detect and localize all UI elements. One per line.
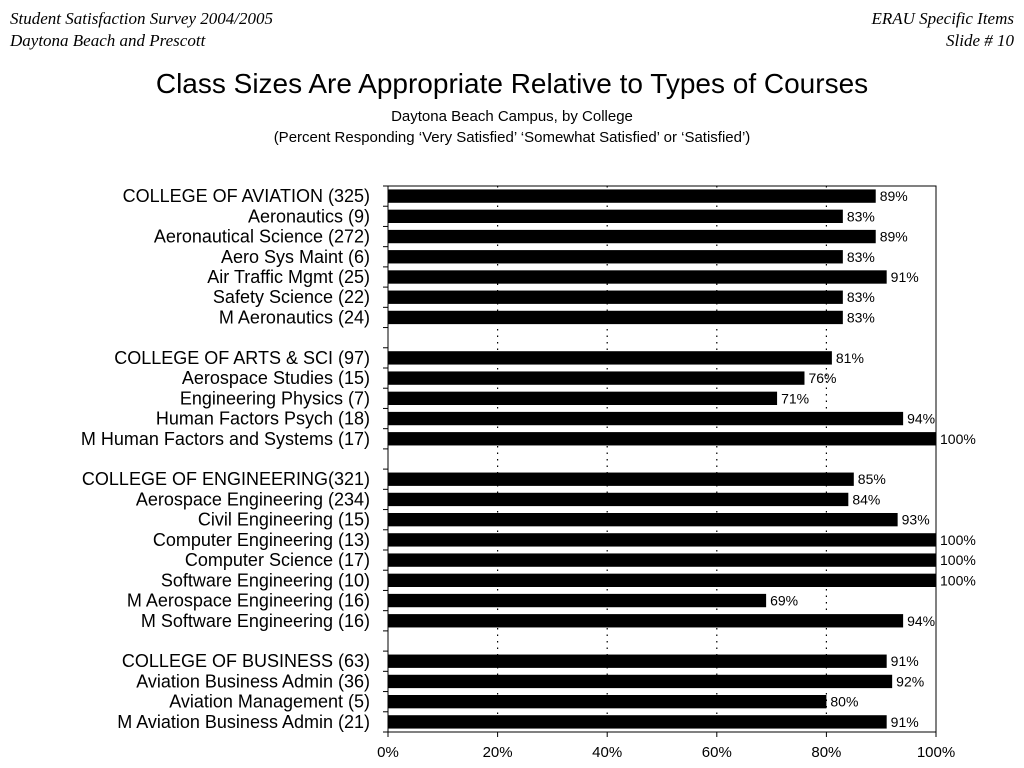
plot-frame [387, 185, 937, 733]
bar [388, 189, 876, 203]
bar [388, 614, 904, 628]
category-label: Engineering Physics (7) [180, 388, 370, 408]
category-label: Safety Science (22) [213, 287, 370, 307]
category-label: Civil Engineering (15) [198, 510, 370, 530]
survey-title: Student Satisfaction Survey 2004/2005 [10, 9, 273, 28]
bar [388, 290, 843, 304]
data-label: 84% [852, 491, 880, 507]
category-label: Aerospace Engineering (234) [136, 489, 370, 509]
bar [388, 512, 898, 527]
bar [388, 573, 936, 588]
bar [388, 310, 843, 325]
header-left: Student Satisfaction Survey 2004/2005 Da… [10, 8, 273, 52]
data-label: 92% [896, 673, 924, 689]
category-label: Aviation Business Admin (36) [136, 671, 370, 691]
chart-subtitle: Daytona Beach Campus, by College [391, 108, 633, 125]
category-label: M Aeronautics (24) [219, 307, 370, 327]
category-label: Computer Science (17) [185, 550, 370, 570]
header-right: ERAU Specific Items Slide # 10 [871, 8, 1014, 52]
category-label: Software Engineering (10) [161, 570, 370, 590]
bar [388, 694, 827, 709]
bar [388, 209, 843, 224]
category-label: COLLEGE OF AVIATION (325) [123, 186, 370, 206]
bar [388, 371, 805, 385]
bar [388, 533, 936, 547]
data-label: 100% [940, 532, 976, 548]
category-label: M Human Factors and Systems (17) [81, 429, 370, 449]
data-label: 69% [770, 593, 798, 609]
data-label: 81% [836, 350, 864, 366]
bar [388, 553, 936, 567]
data-label: 85% [858, 471, 886, 487]
category-label: COLLEGE OF BUSINESS (63) [122, 651, 370, 671]
x-tick-label: 20% [483, 744, 513, 761]
category-label: Aerospace Studies (15) [182, 368, 370, 388]
data-label: 100% [940, 572, 976, 588]
category-label: Aeronautical Science (272) [154, 227, 370, 247]
category-label: Aeronautics (9) [248, 206, 370, 226]
data-label: 83% [847, 208, 875, 224]
category-label: Aviation Management (5) [169, 692, 370, 712]
data-label: 83% [847, 289, 875, 305]
section-label: ERAU Specific Items [871, 9, 1014, 28]
chart-subtitle-note: (Percent Responding ‘Very Satisfied’ ‘So… [273, 129, 751, 146]
bar [388, 351, 832, 365]
slide-number: Slide # 10 [946, 31, 1014, 50]
data-label: 94% [907, 411, 935, 427]
category-label: Human Factors Psych (18) [156, 409, 370, 429]
category-label: Air Traffic Mgmt (25) [207, 267, 370, 287]
data-label: 83% [847, 309, 875, 325]
data-label: 89% [880, 188, 908, 204]
bar [388, 270, 887, 284]
x-tick-label: 0% [377, 744, 399, 761]
category-label: COLLEGE OF ENGINEERING(321) [82, 469, 370, 489]
data-label: 89% [880, 229, 908, 245]
x-tick-label: 100% [917, 744, 955, 761]
data-label: 91% [891, 714, 919, 730]
bar [388, 593, 767, 608]
bar [388, 472, 854, 486]
bar [388, 411, 904, 426]
bar [388, 674, 893, 689]
category-label: COLLEGE OF ARTS & SCI (97) [114, 348, 370, 368]
bar [388, 432, 936, 446]
data-label: 94% [907, 613, 935, 629]
data-label: 91% [891, 269, 919, 285]
bar [388, 250, 843, 264]
category-label: M Aviation Business Admin (21) [117, 712, 370, 732]
chart-title: Class Sizes Are Appropriate Relative to … [155, 68, 869, 99]
x-tick-label: 40% [592, 744, 622, 761]
data-label: 100% [940, 552, 976, 568]
bar [388, 391, 778, 406]
data-label: 80% [830, 694, 858, 710]
data-label: 71% [781, 390, 809, 406]
data-label: 91% [891, 653, 919, 669]
data-label: 100% [940, 431, 976, 447]
category-label: Computer Engineering (13) [153, 530, 370, 550]
bar [388, 492, 849, 507]
bar [388, 229, 876, 244]
category-label: M Aerospace Engineering (16) [127, 591, 370, 611]
x-tick-label: 60% [702, 744, 732, 761]
x-tick-label: 80% [811, 744, 841, 761]
bar [388, 654, 887, 668]
category-label: M Software Engineering (16) [141, 611, 370, 631]
bar [388, 715, 887, 729]
category-label: Aero Sys Maint (6) [221, 247, 370, 267]
data-label: 83% [847, 249, 875, 265]
data-label: 76% [808, 370, 836, 386]
data-label: 93% [902, 512, 930, 528]
campus-names: Daytona Beach and Prescott [10, 31, 206, 50]
